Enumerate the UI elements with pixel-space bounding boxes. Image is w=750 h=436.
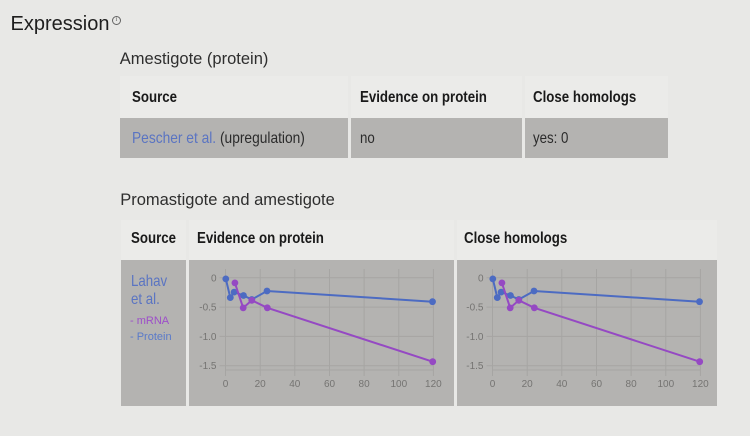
svg-text:60: 60: [324, 379, 336, 390]
svg-text:60: 60: [591, 379, 603, 390]
svg-text:40: 40: [289, 379, 301, 390]
svg-text:0: 0: [223, 379, 229, 390]
svg-text:80: 80: [626, 379, 638, 390]
svg-text:20: 20: [522, 379, 534, 390]
svg-text:-1.0: -1.0: [467, 332, 485, 343]
svg-text:0: 0: [490, 379, 496, 390]
svg-text:0: 0: [211, 273, 217, 284]
svg-text:20: 20: [255, 379, 267, 390]
svg-text:-1.5: -1.5: [467, 361, 485, 372]
svg-text:100: 100: [658, 379, 675, 390]
svg-text:100: 100: [390, 379, 407, 390]
svg-text:-1.0: -1.0: [199, 332, 217, 343]
svg-text:40: 40: [557, 379, 569, 390]
svg-text:-1.5: -1.5: [199, 361, 217, 372]
svg-text:-0.5: -0.5: [199, 303, 217, 314]
svg-text:0: 0: [478, 273, 484, 284]
svg-text:-0.5: -0.5: [467, 303, 485, 314]
svg-text:80: 80: [359, 379, 371, 390]
svg-text:120: 120: [692, 379, 709, 390]
svg-text:120: 120: [425, 379, 442, 390]
